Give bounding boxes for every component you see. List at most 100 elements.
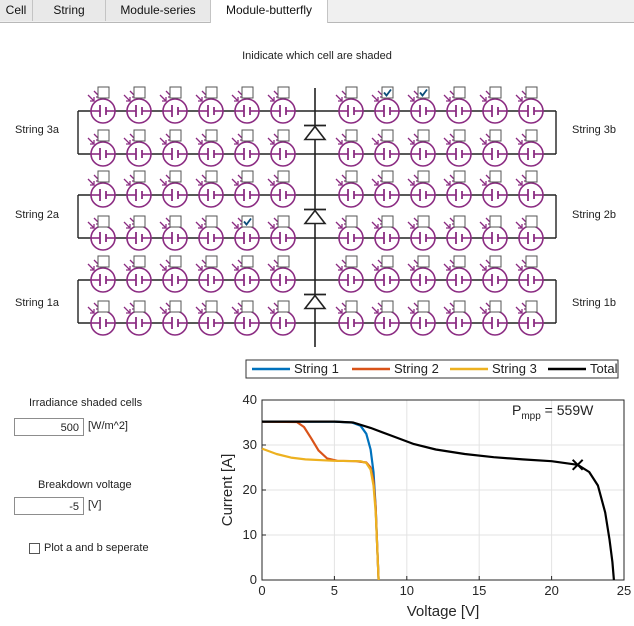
shade-checkbox[interactable] [381, 215, 394, 228]
shade-checkbox[interactable] [241, 255, 254, 268]
shade-checkbox[interactable] [205, 255, 218, 268]
shade-checkbox[interactable] [97, 255, 110, 268]
tab-bar: Cell String Module-series Module-butterf… [0, 0, 634, 23]
shade-checkbox[interactable] [417, 215, 430, 228]
shade-checkbox[interactable] [169, 255, 182, 268]
shade-checkbox[interactable] [277, 215, 290, 228]
shade-checkbox[interactable] [169, 129, 182, 142]
shade-checkbox[interactable] [345, 215, 358, 228]
chart-legend: String 1 String 2 String 3 Total [245, 359, 619, 379]
y-tick-label: 10 [243, 527, 257, 542]
shade-checkbox[interactable] [133, 170, 146, 183]
shade-checkbox[interactable] [277, 300, 290, 313]
shade-checkbox[interactable] [277, 255, 290, 268]
y-tick-label: 40 [243, 392, 257, 407]
string-2b-label: String 2b [572, 209, 617, 221]
shade-checkbox[interactable] [97, 215, 110, 228]
string-3a-label: String 3a [15, 124, 60, 136]
shade-checkbox[interactable] [489, 215, 502, 228]
shade-checkbox[interactable] [205, 129, 218, 142]
shade-checkbox[interactable] [277, 86, 290, 99]
shade-checkbox[interactable] [525, 300, 538, 313]
shade-checkbox[interactable] [345, 255, 358, 268]
x-tick-label: 5 [331, 583, 338, 598]
shade-checkbox[interactable] [97, 170, 110, 183]
shade-checkbox[interactable] [97, 300, 110, 313]
module-diagram [77, 86, 557, 347]
shade-checkbox[interactable] [525, 129, 538, 142]
legend-label: String 3 [492, 361, 537, 376]
x-tick-label: 25 [617, 583, 631, 598]
shade-checkbox[interactable] [205, 300, 218, 313]
shade-checkbox[interactable] [345, 86, 358, 99]
breakdown-input[interactable]: -5 [14, 497, 84, 515]
plot-separate-checkbox[interactable] [29, 543, 40, 554]
shade-checkbox[interactable] [277, 129, 290, 142]
shade-checkbox[interactable] [133, 129, 146, 142]
shade-checkbox[interactable] [453, 215, 466, 228]
shade-checkbox[interactable] [453, 170, 466, 183]
shade-checkbox[interactable] [133, 215, 146, 228]
shade-checkbox[interactable] [525, 86, 538, 99]
module-title: Inidicate which cell are shaded [242, 50, 392, 62]
shade-checkbox[interactable] [417, 300, 430, 313]
bypass-diode-icon [303, 293, 327, 310]
shade-checkbox[interactable] [417, 170, 430, 183]
string-group [77, 86, 557, 167]
tab-string[interactable]: String [33, 0, 106, 21]
string-3b-label: String 3b [572, 124, 617, 136]
x-tick-label: 15 [472, 583, 486, 598]
shade-checkbox[interactable] [205, 215, 218, 228]
plot-frame [261, 399, 625, 581]
shade-checkbox[interactable] [169, 215, 182, 228]
irradiance-input[interactable]: 500 [14, 418, 84, 436]
shade-checkbox[interactable] [381, 86, 394, 99]
shade-checkbox[interactable] [241, 86, 254, 99]
shade-checkbox[interactable] [97, 129, 110, 142]
legend-label: String 1 [294, 361, 339, 376]
shade-checkbox[interactable] [489, 300, 502, 313]
shade-checkbox[interactable] [489, 170, 502, 183]
bypass-diode-icon [303, 124, 327, 141]
shade-checkbox[interactable] [133, 300, 146, 313]
breakdown-unit: [V] [88, 499, 102, 511]
shade-checkbox[interactable] [345, 129, 358, 142]
shade-checkbox[interactable] [241, 215, 254, 228]
shade-checkbox[interactable] [169, 86, 182, 99]
shade-checkbox[interactable] [241, 129, 254, 142]
shade-checkbox[interactable] [489, 255, 502, 268]
shade-checkbox[interactable] [417, 86, 430, 99]
irradiance-label: Irradiance shaded cells [29, 397, 143, 409]
string-2a-label: String 2a [15, 209, 60, 221]
shade-checkbox[interactable] [417, 129, 430, 142]
shade-checkbox[interactable] [489, 86, 502, 99]
shade-checkbox[interactable] [133, 86, 146, 99]
shade-checkbox[interactable] [97, 86, 110, 99]
shade-checkbox[interactable] [381, 300, 394, 313]
shade-checkbox[interactable] [525, 255, 538, 268]
shade-checkbox[interactable] [417, 255, 430, 268]
tab-module-butterfly[interactable]: Module-butterfly [210, 0, 328, 23]
shade-checkbox[interactable] [525, 215, 538, 228]
shade-checkbox[interactable] [169, 170, 182, 183]
shade-checkbox[interactable] [453, 86, 466, 99]
shade-checkbox[interactable] [453, 300, 466, 313]
shade-checkbox[interactable] [381, 129, 394, 142]
shade-checkbox[interactable] [205, 86, 218, 99]
shade-checkbox[interactable] [381, 170, 394, 183]
shade-checkbox[interactable] [525, 170, 538, 183]
shade-checkbox[interactable] [277, 170, 290, 183]
shade-checkbox[interactable] [241, 300, 254, 313]
pmpp-annotation: Pmpp = 559W [512, 402, 594, 422]
shade-checkbox[interactable] [205, 170, 218, 183]
shade-checkbox[interactable] [241, 170, 254, 183]
shade-checkbox[interactable] [453, 255, 466, 268]
shade-checkbox[interactable] [489, 129, 502, 142]
shade-checkbox[interactable] [345, 300, 358, 313]
shade-checkbox[interactable] [169, 300, 182, 313]
shade-checkbox[interactable] [345, 170, 358, 183]
shade-checkbox[interactable] [381, 255, 394, 268]
shade-checkbox[interactable] [453, 129, 466, 142]
shade-checkbox[interactable] [133, 255, 146, 268]
tab-cell[interactable]: Cell [0, 0, 33, 21]
